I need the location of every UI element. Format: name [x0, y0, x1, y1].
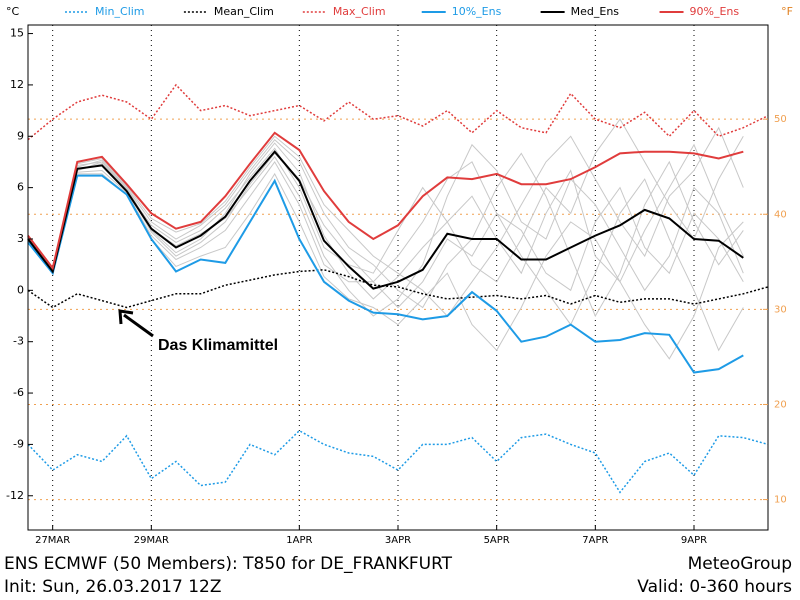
member-line — [27, 152, 744, 309]
y2-axis-label: °F — [781, 5, 793, 18]
chart-title: ENS ECMWF (50 Members): T850 for DE_FRAN… — [4, 554, 453, 574]
y-tick-label: 12 — [10, 78, 24, 91]
grid-layer — [28, 25, 768, 530]
member-line — [27, 138, 744, 318]
source: MeteoGroup — [688, 554, 792, 574]
x-tick-label: 3APR — [385, 535, 411, 546]
y-tick-label: 0 — [17, 283, 24, 296]
annotation-arrowhead — [118, 309, 134, 325]
y2-tick-label: 30 — [774, 304, 787, 315]
x-tick-label: 7APR — [582, 535, 608, 546]
legend-label: Med_Ens — [571, 5, 620, 18]
axes-layer: 27MAR 29MAR 1APR 3APR 5APR 7APR 9APR -12 -9 -6 -3 0… — [6, 27, 787, 546]
annotation: Das Klimamittel — [158, 337, 278, 354]
x-tick-label: 1APR — [286, 535, 312, 546]
series-line — [27, 429, 769, 494]
series-line — [27, 174, 744, 374]
x-tick-label: 5APR — [484, 535, 510, 546]
member-line — [27, 126, 744, 317]
legend-label: Max_Clim — [333, 5, 386, 18]
y-tick-label: 9 — [17, 129, 24, 142]
y-axis-label: °C — [6, 5, 20, 18]
legend-label: Mean_Clim — [214, 5, 274, 18]
y-tick-label: -12 — [6, 489, 24, 502]
legend-label: 90%_Ens — [690, 5, 740, 18]
x-tick-label: 27MAR — [35, 535, 70, 546]
y-tick-label: -6 — [13, 386, 24, 399]
series-line — [27, 269, 769, 309]
y-tick-label: 15 — [10, 27, 24, 40]
y-tick-label: 6 — [17, 181, 24, 194]
y2-tick-label: 40 — [774, 209, 787, 220]
series-line — [27, 131, 744, 271]
y2-tick-label: 10 — [774, 495, 787, 506]
y2-tick-label: 20 — [774, 399, 787, 410]
x-tick-label: 29MAR — [134, 535, 169, 546]
series-line — [27, 150, 744, 290]
y-tick-label: 3 — [17, 232, 24, 245]
legend-label: Min_Clim — [95, 5, 145, 18]
member-line — [27, 160, 744, 352]
y-tick-label: -3 — [13, 335, 24, 348]
legend: Min_Clim Mean_Clim Max_Clim 10%_Ens Med_Ens 9… — [65, 5, 739, 18]
legend-label: 10%_Ens — [452, 5, 502, 18]
annotation-arrow — [123, 313, 154, 338]
x-tick-label: 9APR — [681, 535, 707, 546]
valid-range: Valid: 0-360 hours — [637, 577, 792, 597]
chart-subtitle: Init: Sun, 26.03.2017 12Z — [4, 577, 221, 597]
y-tick-label: -9 — [13, 437, 24, 450]
series-line — [27, 83, 769, 141]
y2-tick-label: 50 — [774, 114, 787, 125]
plot-layer — [27, 83, 769, 494]
member-line — [27, 118, 744, 283]
